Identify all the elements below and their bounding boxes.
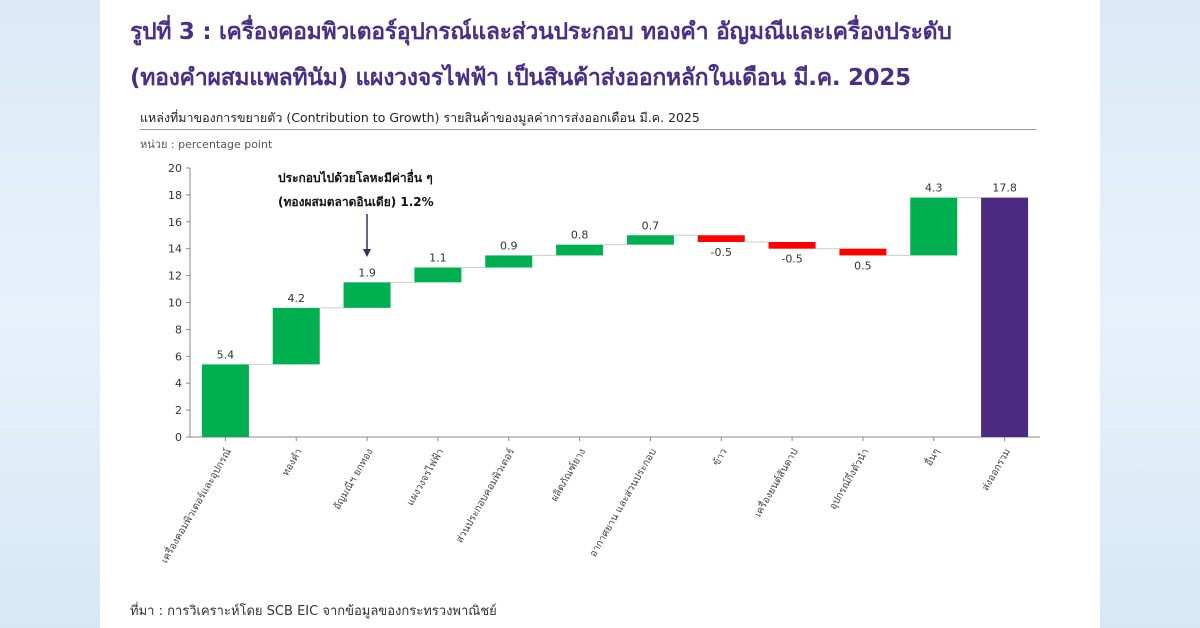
annotation: ประกอบไปด้วยโลหะมีค่าอื่น ๆ (ทองผสมตลาดอ… <box>278 166 434 214</box>
bar-6 <box>626 235 674 245</box>
chart-title: แหล่งที่มาของการขยายตัว (Contribution to… <box>140 110 700 125</box>
y-tick-label: 6 <box>175 350 182 363</box>
bar-11 <box>981 197 1029 437</box>
data-label: 5.4 <box>217 348 235 361</box>
y-tick-label: 4 <box>175 377 182 390</box>
data-label: 1.1 <box>429 252 447 265</box>
x-tick-label: ส่งออกรวม <box>980 447 1013 493</box>
x-tick-label: แผงวงจรไฟฟ้า <box>404 447 446 508</box>
y-tick-label: 18 <box>168 189 182 202</box>
x-tick-label: ส่วนประกอบคอมพิวเตอร์ <box>454 446 518 545</box>
y-tick-label: 8 <box>175 323 182 336</box>
bar-3 <box>414 267 462 283</box>
y-tick-label: 16 <box>168 216 182 229</box>
data-label: 17.8 <box>992 182 1017 195</box>
data-label: -0.5 <box>781 253 802 266</box>
x-tick-label: ทองคำ <box>280 447 304 478</box>
data-label: 0.5 <box>854 259 872 272</box>
x-tick-label: เครื่องคอมพิวเตอร์และอุปกรณ์ <box>157 446 234 566</box>
x-tick-label: อุปกรณ์กึ่งตัวนำ <box>825 446 871 512</box>
title-divider <box>140 129 1036 130</box>
bar-1 <box>272 307 320 365</box>
data-label: 1.9 <box>358 266 376 279</box>
bar-4 <box>485 255 533 268</box>
data-label: 4.3 <box>925 182 943 195</box>
x-tick-label: ผลิตภัณฑ์ยาง <box>548 446 588 503</box>
bar-10 <box>910 197 958 256</box>
x-tick-label: อื่นๆ <box>921 446 942 469</box>
y-tick-label: 2 <box>175 404 182 417</box>
data-label: 0.9 <box>500 239 518 252</box>
annotation-line2: (ทองผสมตลาดอินเดีย) 1.2% <box>278 195 434 209</box>
y-tick-label: 14 <box>168 243 182 256</box>
data-label: 4.2 <box>288 292 306 305</box>
bar-9 <box>839 248 887 256</box>
annotation-line1: ประกอบไปด้วยโลหะมีค่าอื่น ๆ <box>278 171 433 185</box>
data-label: 0.8 <box>571 229 589 242</box>
bar-0 <box>201 364 249 437</box>
bar-7 <box>697 235 745 242</box>
y-tick-label: 0 <box>175 431 182 444</box>
y-tick-label: 10 <box>168 297 182 310</box>
y-tick-label: 12 <box>168 270 182 283</box>
data-label: -0.5 <box>711 246 732 259</box>
data-label: 0.7 <box>642 219 660 232</box>
arrow-head-icon <box>363 249 371 257</box>
chart-unit: หน่วย : percentage point <box>140 138 273 151</box>
y-tick-label: 20 <box>168 162 182 175</box>
bar-8 <box>768 241 816 249</box>
bar-5 <box>556 244 604 256</box>
x-tick-label: อากาศยาน และส่วนประกอบ <box>588 447 659 559</box>
content-panel <box>100 0 1100 628</box>
bar-2 <box>343 282 391 308</box>
x-tick-label: เครื่องยนต์สันดาป <box>750 446 801 520</box>
source-note: ที่มา : การวิเคราะห์โดย SCB EIC จากข้อมู… <box>130 604 497 619</box>
page-title-line1: รูปที่ 3 : เครื่องคอมพิวเตอร์อุปกรณ์และส… <box>130 19 952 45</box>
x-tick-label: ข้าว <box>710 447 729 469</box>
page-title-line2: (ทองคำผสมแพลทินัม) แผงวงจรไฟฟ้า เป็นสินค… <box>130 65 911 91</box>
x-tick-label: อัญมณีฯ ยกทอง <box>331 446 376 511</box>
